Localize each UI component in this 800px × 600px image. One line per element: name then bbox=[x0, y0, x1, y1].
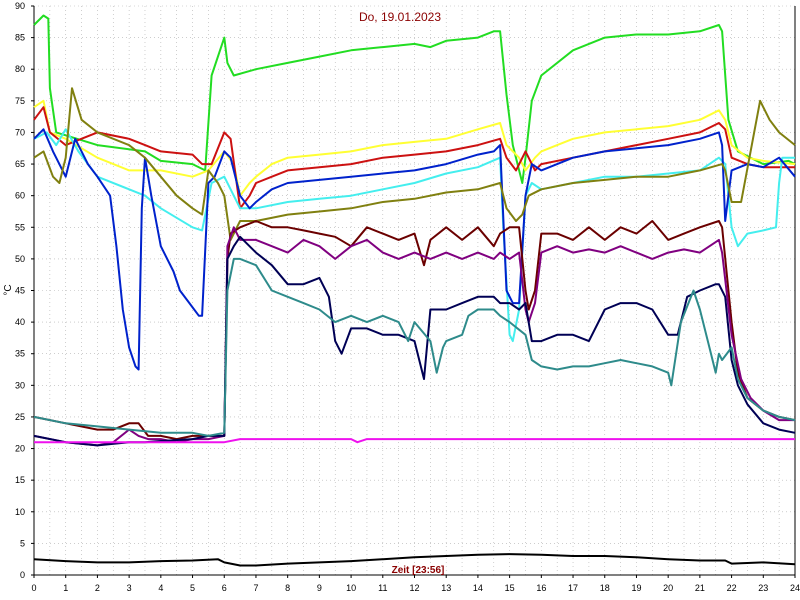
x-tick-label: 19 bbox=[631, 583, 641, 593]
y-tick-label: 90 bbox=[15, 1, 25, 11]
y-tick-label: 60 bbox=[15, 191, 25, 201]
x-tick-label: 9 bbox=[317, 583, 322, 593]
x-axis-label: Zeit [23:56] bbox=[392, 565, 445, 576]
y-tick-label: 40 bbox=[15, 317, 25, 327]
y-tick-label: 45 bbox=[15, 286, 25, 296]
series-line-6 bbox=[33, 87, 796, 241]
axes bbox=[31, 5, 796, 578]
y-tick-label: 80 bbox=[15, 64, 25, 74]
series-line-1 bbox=[33, 14, 796, 184]
y-tick-label: 75 bbox=[15, 96, 25, 106]
x-tick-label: 4 bbox=[158, 583, 163, 593]
x-tick-label: 23 bbox=[758, 583, 768, 593]
x-tick-label: 0 bbox=[31, 583, 36, 593]
x-tick-label: 8 bbox=[285, 583, 290, 593]
y-tick-label: 70 bbox=[15, 127, 25, 137]
series-line-7 bbox=[33, 220, 796, 441]
series-line-3 bbox=[33, 106, 795, 210]
y-tick-label: 50 bbox=[15, 254, 25, 264]
x-tick-label: 2 bbox=[95, 583, 100, 593]
series-line-10 bbox=[33, 257, 796, 437]
x-tick-label: 24 bbox=[790, 583, 800, 593]
series-line-11 bbox=[34, 438, 795, 444]
series-line-12 bbox=[33, 553, 796, 567]
x-tick-label: 22 bbox=[727, 583, 737, 593]
x-tick-label: 1 bbox=[63, 583, 68, 593]
y-tick-label: 10 bbox=[15, 507, 25, 517]
x-tick-label: 18 bbox=[600, 583, 610, 593]
x-tick-label: 16 bbox=[536, 583, 546, 593]
x-tick-label: 14 bbox=[473, 583, 483, 593]
x-tick-label: 6 bbox=[222, 583, 227, 593]
series-line-9 bbox=[33, 235, 796, 447]
y-tick-label: 15 bbox=[15, 475, 25, 485]
y-tick-label: 25 bbox=[15, 412, 25, 422]
x-tick-label: 7 bbox=[253, 583, 258, 593]
y-tick-label: 55 bbox=[15, 222, 25, 232]
x-tick-label: 11 bbox=[378, 583, 387, 593]
x-tick-label: 3 bbox=[127, 583, 132, 593]
x-tick-label: 10 bbox=[346, 583, 356, 593]
series-line-2 bbox=[33, 99, 796, 197]
x-tick-label: 20 bbox=[663, 583, 673, 593]
x-tick-label: 15 bbox=[505, 583, 515, 593]
x-tick-label: 12 bbox=[409, 583, 419, 593]
series-line-5 bbox=[33, 128, 796, 371]
x-tick-label: 21 bbox=[695, 583, 705, 593]
series-group bbox=[33, 14, 796, 567]
y-tick-label: 35 bbox=[15, 349, 25, 359]
y-tick-label: 65 bbox=[15, 159, 25, 169]
y-tick-label: 85 bbox=[15, 33, 25, 43]
y-axis-label: °C bbox=[3, 284, 14, 295]
y-tick-label: 0 bbox=[20, 570, 25, 580]
x-tick-label: 17 bbox=[568, 583, 578, 593]
x-tick-label: 5 bbox=[190, 583, 195, 593]
y-tick-label: 5 bbox=[20, 538, 25, 548]
chart-title: Do, 19.01.2023 bbox=[359, 10, 441, 24]
y-tick-label: 30 bbox=[15, 380, 25, 390]
y-tick-label: 20 bbox=[15, 444, 25, 454]
x-tick-label: 13 bbox=[441, 583, 451, 593]
